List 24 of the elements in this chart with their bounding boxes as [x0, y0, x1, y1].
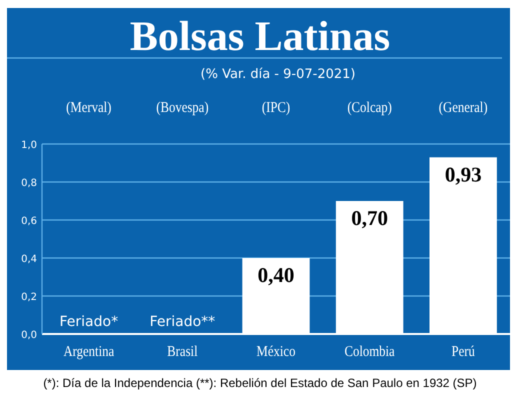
chart-title: Bolsas Latinas — [130, 14, 390, 60]
x-tick-label: Perú — [452, 344, 475, 360]
y-tick-label: 0,2 — [21, 292, 37, 303]
y-tick-label: 0,4 — [21, 254, 37, 265]
text: (General) — [438, 100, 488, 116]
y-tick-label: 0,6 — [21, 216, 37, 227]
text: (IPC) — [262, 100, 290, 116]
data-label: 0,40 — [258, 263, 294, 287]
x-tick-label: México — [256, 344, 296, 360]
chart-subtitle: (% Var. día - 9-07-2021) — [200, 67, 356, 82]
text: (Merval) — [66, 100, 112, 116]
data-label: 0,70 — [351, 206, 388, 230]
x-tick-label: Argentina — [63, 344, 114, 360]
y-tick-label: 0,0 — [21, 330, 37, 341]
x-tick-label: Brasil — [167, 344, 198, 360]
x-tick-label: Colombia — [344, 344, 395, 360]
data-label: 0,93 — [444, 162, 482, 186]
y-tick-label: 0,8 — [21, 178, 37, 189]
text: (Bovespa) — [156, 100, 209, 116]
y-tick-label: 1,0 — [21, 140, 37, 151]
text: (*): Día de la Independencia (**): Rebelión del Estado de San Paulo en 1932 (SP) — [43, 376, 477, 390]
text: Feriado** — [150, 314, 216, 330]
text: (Colcap) — [347, 100, 392, 116]
text: Feriado* — [60, 314, 118, 330]
